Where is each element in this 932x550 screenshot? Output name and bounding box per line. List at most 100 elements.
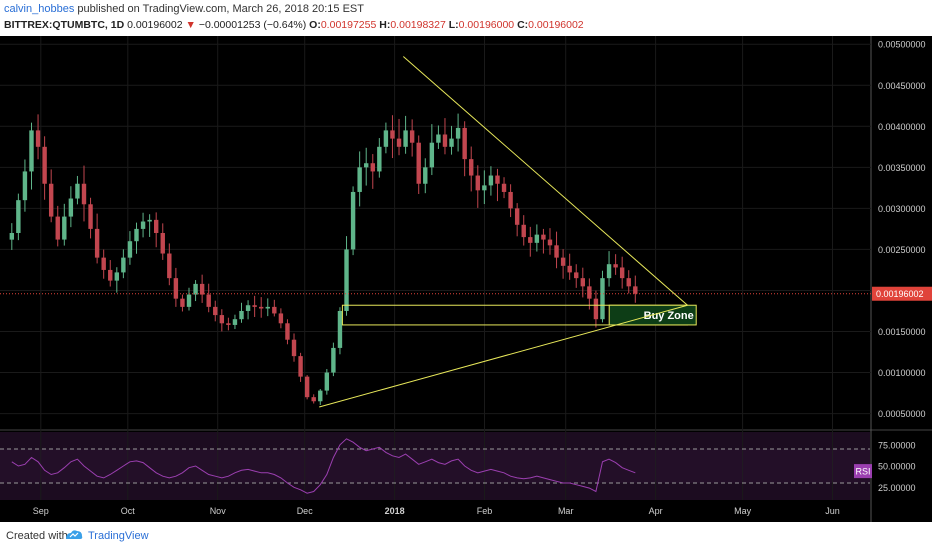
- candle-down: [226, 323, 231, 325]
- candle-up: [232, 319, 238, 325]
- candle-down: [35, 130, 41, 147]
- candle-up: [134, 228, 139, 242]
- time-axis[interactable]: Sep Oct Nov Dec 2018 Feb Mar Apr May Jun: [33, 506, 840, 516]
- candle-down: [469, 159, 474, 176]
- down-arrow-icon: ▼: [185, 19, 196, 31]
- rsi-label: RSI: [855, 467, 870, 477]
- time-tick-label: Apr: [649, 506, 663, 516]
- candle-up: [114, 272, 120, 281]
- candle-down: [613, 264, 618, 268]
- candle-down: [219, 315, 225, 324]
- candle-down: [167, 253, 172, 279]
- price-tick-label: 0.00150000: [878, 327, 926, 337]
- rsi-band-fill: [0, 449, 870, 483]
- candle-down: [390, 130, 395, 139]
- price-tick-label: 0.00100000: [878, 368, 926, 378]
- price-chart[interactable]: Buy Zone RSI 0.00500000 0.00450000 0.00400…: [0, 36, 932, 522]
- candle-up: [377, 146, 382, 172]
- chart-header: calvin_hobbes published on TradingView.c…: [0, 0, 932, 36]
- candle-down: [94, 228, 100, 258]
- candle-down: [48, 183, 54, 217]
- rsi-line: [11, 438, 636, 494]
- candle-up: [344, 249, 349, 311]
- tradingview-logo-icon[interactable]: [64, 528, 84, 542]
- open-value: 0.00197255: [320, 19, 377, 31]
- candle-up: [29, 130, 34, 172]
- candle-down: [475, 175, 480, 191]
- candle-up: [127, 241, 133, 258]
- low-label: L:: [448, 19, 459, 31]
- candle-down: [495, 175, 500, 184]
- time-tick-label: Jun: [825, 506, 840, 516]
- candle-up: [318, 390, 323, 402]
- close-label: C:: [517, 19, 529, 31]
- candle-up: [357, 167, 362, 192]
- candle-up: [534, 234, 540, 243]
- time-tick-label: Nov: [210, 506, 227, 516]
- candles: [9, 113, 638, 405]
- close-value: 0.00196002: [528, 19, 584, 31]
- candle-down: [587, 286, 592, 299]
- resistance-trendline: [402, 56, 688, 306]
- price-change: −0.00001253 (−0.64%): [198, 19, 307, 31]
- candle-down: [501, 183, 507, 192]
- candle-up: [140, 221, 146, 229]
- symbol-line: BITTREX:QTUMBTC, 1D 0.00196002 ▼ −0.0000…: [4, 19, 584, 31]
- price-axis[interactable]: 0.00500000 0.00450000 0.00400000 0.00350000…: [872, 40, 932, 493]
- candle-up: [350, 191, 356, 250]
- candle-down: [626, 278, 631, 287]
- candle-down: [396, 138, 402, 147]
- low-value: 0.00196000: [458, 19, 515, 31]
- candle-down: [213, 306, 218, 316]
- candle-down: [153, 219, 159, 233]
- candle-up: [600, 278, 605, 320]
- candle-down: [554, 245, 559, 258]
- candle-down: [180, 298, 185, 307]
- publish-line: calvin_hobbes published on TradingView.c…: [4, 3, 364, 15]
- price-tick-label: 0.00300000: [878, 204, 926, 214]
- candle-down: [514, 208, 520, 225]
- tradingview-link[interactable]: TradingView: [88, 530, 149, 542]
- rsi-badge: [854, 464, 872, 479]
- time-tick-label: Feb: [477, 506, 493, 516]
- price-tick-label: 0.00250000: [878, 245, 926, 255]
- candle-up: [423, 167, 428, 184]
- publish-info: published on TradingView.com, March 26, …: [77, 3, 364, 15]
- time-tick-label: Oct: [121, 506, 136, 516]
- support-trendline: [319, 304, 688, 408]
- rsi-pane: [0, 432, 870, 500]
- author-link[interactable]: calvin_hobbes: [4, 3, 75, 15]
- high-value: 0.00198327: [390, 19, 446, 31]
- candle-down: [259, 306, 264, 309]
- candle-down: [206, 294, 211, 307]
- symbol-label[interactable]: BITTREX:QTUMBTC, 1D: [4, 19, 125, 31]
- candle-down: [101, 257, 106, 270]
- candle-up: [436, 134, 441, 143]
- candle-up: [606, 264, 612, 279]
- candle-up: [75, 183, 80, 199]
- rsi-indicator: RSI: [0, 438, 872, 494]
- grid: [0, 36, 871, 500]
- price-tick-label: 0.00500000: [878, 40, 926, 50]
- time-tick-label: May: [734, 506, 752, 516]
- candle-down: [108, 269, 113, 281]
- candle-down: [567, 265, 572, 273]
- rsi-tick-label: 50.00000: [878, 462, 916, 472]
- price-tick-label: 0.00350000: [878, 163, 926, 173]
- candle-down: [416, 142, 421, 184]
- candle-up: [403, 130, 408, 147]
- candle-down: [462, 127, 467, 160]
- price-tick-label: 0.00050000: [878, 409, 926, 419]
- candle-down: [304, 376, 310, 398]
- last-price-label: 0.00196002: [876, 289, 924, 299]
- high-label: H:: [379, 19, 391, 31]
- candle-up: [245, 305, 251, 311]
- candle-down: [55, 216, 60, 240]
- rsi-tick-label: 75.00000: [878, 440, 916, 450]
- candle-down: [619, 267, 625, 279]
- candle-down: [278, 313, 284, 324]
- created-with-text: Created with: [6, 530, 68, 542]
- candle-down: [81, 183, 87, 205]
- candle-up: [147, 219, 152, 222]
- buy-zone-label: Buy Zone: [644, 310, 694, 322]
